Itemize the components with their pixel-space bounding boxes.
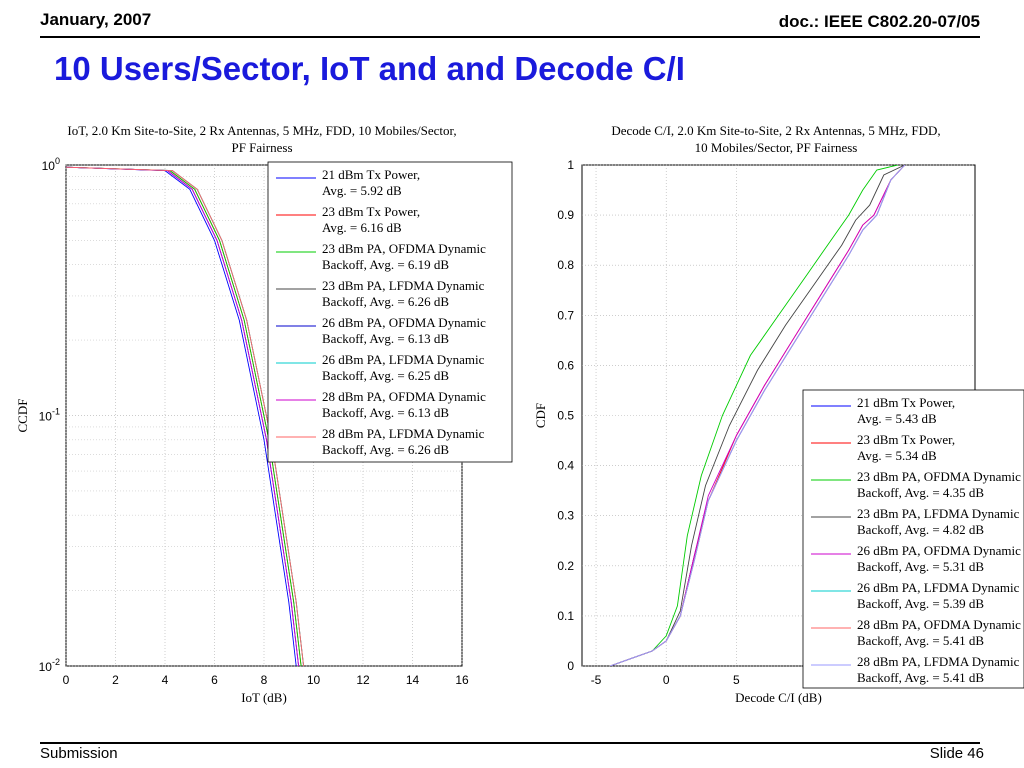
legend-entry-detail: Backoff, Avg. = 4.82 dB — [857, 522, 984, 537]
legend-entry-detail: Backoff, Avg. = 5.41 dB — [857, 670, 984, 685]
chart-subtitle: 10 Mobiles/Sector, PF Fairness — [695, 140, 858, 155]
x-tick-label: 8 — [261, 673, 268, 687]
x-tick-label: 6 — [211, 673, 218, 687]
chart-subtitle: PF Fairness — [231, 140, 292, 155]
series-line — [609, 165, 898, 666]
chart-title: Decode C/I, 2.0 Km Site-to-Site, 2 Rx An… — [611, 123, 940, 138]
legend-entry: 23 dBm Tx Power, — [322, 204, 420, 219]
y-tick-label: 0 — [567, 659, 574, 673]
legend-entry-detail: Backoff, Avg. = 5.39 dB — [857, 596, 984, 611]
y-tick-label: 0.5 — [557, 409, 574, 423]
legend-entry: 26 dBm PA, LFDMA Dynamic — [857, 580, 1020, 595]
chart-title: IoT, 2.0 Km Site-to-Site, 2 Rx Antennas,… — [67, 123, 456, 138]
legend-entry-detail: Backoff, Avg. = 6.26 dB — [322, 442, 449, 457]
legend-entry-detail: Avg. = 5.34 dB — [857, 448, 937, 463]
header-doc-id: doc.: IEEE C802.20-07/05 — [778, 12, 980, 31]
header-rule — [40, 36, 980, 38]
legend-box — [267, 161, 513, 463]
legend-entry: 23 dBm PA, LFDMA Dynamic — [857, 506, 1020, 521]
y-tick-label: 0.1 — [557, 609, 574, 623]
legend-entry: 26 dBm PA, LFDMA Dynamic — [322, 352, 485, 367]
y-tick-label: 0.4 — [557, 459, 574, 473]
legend-entry-detail: Backoff, Avg. = 6.13 dB — [322, 331, 449, 346]
y-tick-label: 0.9 — [557, 208, 574, 222]
legend-entry: 26 dBm PA, OFDMA Dynamic — [322, 315, 486, 330]
x-tick-label: 0 — [63, 673, 70, 687]
y-axis-label: CCDF — [15, 399, 30, 433]
legend-entry-detail: Backoff, Avg. = 6.19 dB — [322, 257, 449, 272]
x-axis-label: Decode C/I (dB) — [735, 690, 822, 705]
footer-slide-number: Slide 46 — [929, 745, 984, 762]
y-tick-label: 0.2 — [557, 559, 574, 573]
legend-entry-detail: Backoff, Avg. = 5.31 dB — [857, 559, 984, 574]
x-axis-label: IoT (dB) — [241, 690, 287, 705]
legend-box — [802, 389, 1024, 689]
y-tick-label: 0.6 — [557, 358, 574, 372]
x-tick-label: 4 — [162, 673, 169, 687]
x-tick-label: 16 — [455, 673, 469, 687]
series-line — [609, 165, 905, 666]
series-line — [66, 166, 297, 666]
legend-entry-detail: Backoff, Avg. = 6.13 dB — [322, 405, 449, 420]
legend-entry: 28 dBm PA, OFDMA Dynamic — [322, 389, 486, 404]
y-axis-label: CDF — [533, 403, 548, 428]
legend-entry: 23 dBm PA, OFDMA Dynamic — [322, 241, 486, 256]
y-tick-label: 0.3 — [557, 509, 574, 523]
slide-title: 10 Users/Sector, IoT and and Decode C/I — [54, 50, 685, 87]
footer-rule — [40, 742, 980, 744]
y-tick-label: 10-2 — [39, 657, 60, 674]
legend-entry-detail: Backoff, Avg. = 6.26 dB — [322, 294, 449, 309]
footer-submission: Submission — [40, 745, 118, 762]
series-line — [609, 165, 906, 666]
legend-entry: 28 dBm PA, LFDMA Dynamic — [322, 426, 485, 441]
legend-entry-detail: Backoff, Avg. = 6.25 dB — [322, 368, 449, 383]
legend-entry: 23 dBm PA, OFDMA Dynamic — [857, 469, 1021, 484]
legend-entry: 23 dBm PA, LFDMA Dynamic — [322, 278, 485, 293]
series-line — [66, 166, 300, 666]
x-tick-label: 10 — [307, 673, 321, 687]
legend-entry-detail: Backoff, Avg. = 4.35 dB — [857, 485, 984, 500]
legend-entry: 26 dBm PA, OFDMA Dynamic — [857, 543, 1021, 558]
y-tick-label: 0.7 — [557, 308, 574, 322]
legend-entry: 23 dBm Tx Power, — [857, 432, 955, 447]
y-tick-label: 1 — [567, 158, 574, 172]
legend-entry: 28 dBm PA, LFDMA Dynamic — [857, 654, 1020, 669]
legend-entry: 21 dBm Tx Power, — [322, 167, 420, 182]
legend-entry: 21 dBm Tx Power, — [857, 395, 955, 410]
header-date: January, 2007 — [40, 10, 152, 29]
y-tick-label: 0.8 — [557, 258, 574, 272]
x-tick-label: 12 — [356, 673, 370, 687]
x-tick-label: -5 — [591, 673, 602, 687]
y-tick-label: 10-1 — [39, 407, 60, 424]
series-line — [66, 166, 305, 666]
y-tick-label: 100 — [42, 156, 60, 173]
legend-entry-detail: Avg. = 5.43 dB — [857, 411, 937, 426]
series-line — [66, 166, 302, 666]
legend-entry-detail: Avg. = 6.16 dB — [322, 220, 402, 235]
x-tick-label: 0 — [663, 673, 670, 687]
x-tick-label: 14 — [406, 673, 420, 687]
legend-entry-detail: Avg. = 5.92 dB — [322, 183, 402, 198]
legend-entry: 28 dBm PA, OFDMA Dynamic — [857, 617, 1021, 632]
x-tick-label: 2 — [112, 673, 119, 687]
x-tick-label: 5 — [733, 673, 740, 687]
legend-entry-detail: Backoff, Avg. = 5.41 dB — [857, 633, 984, 648]
